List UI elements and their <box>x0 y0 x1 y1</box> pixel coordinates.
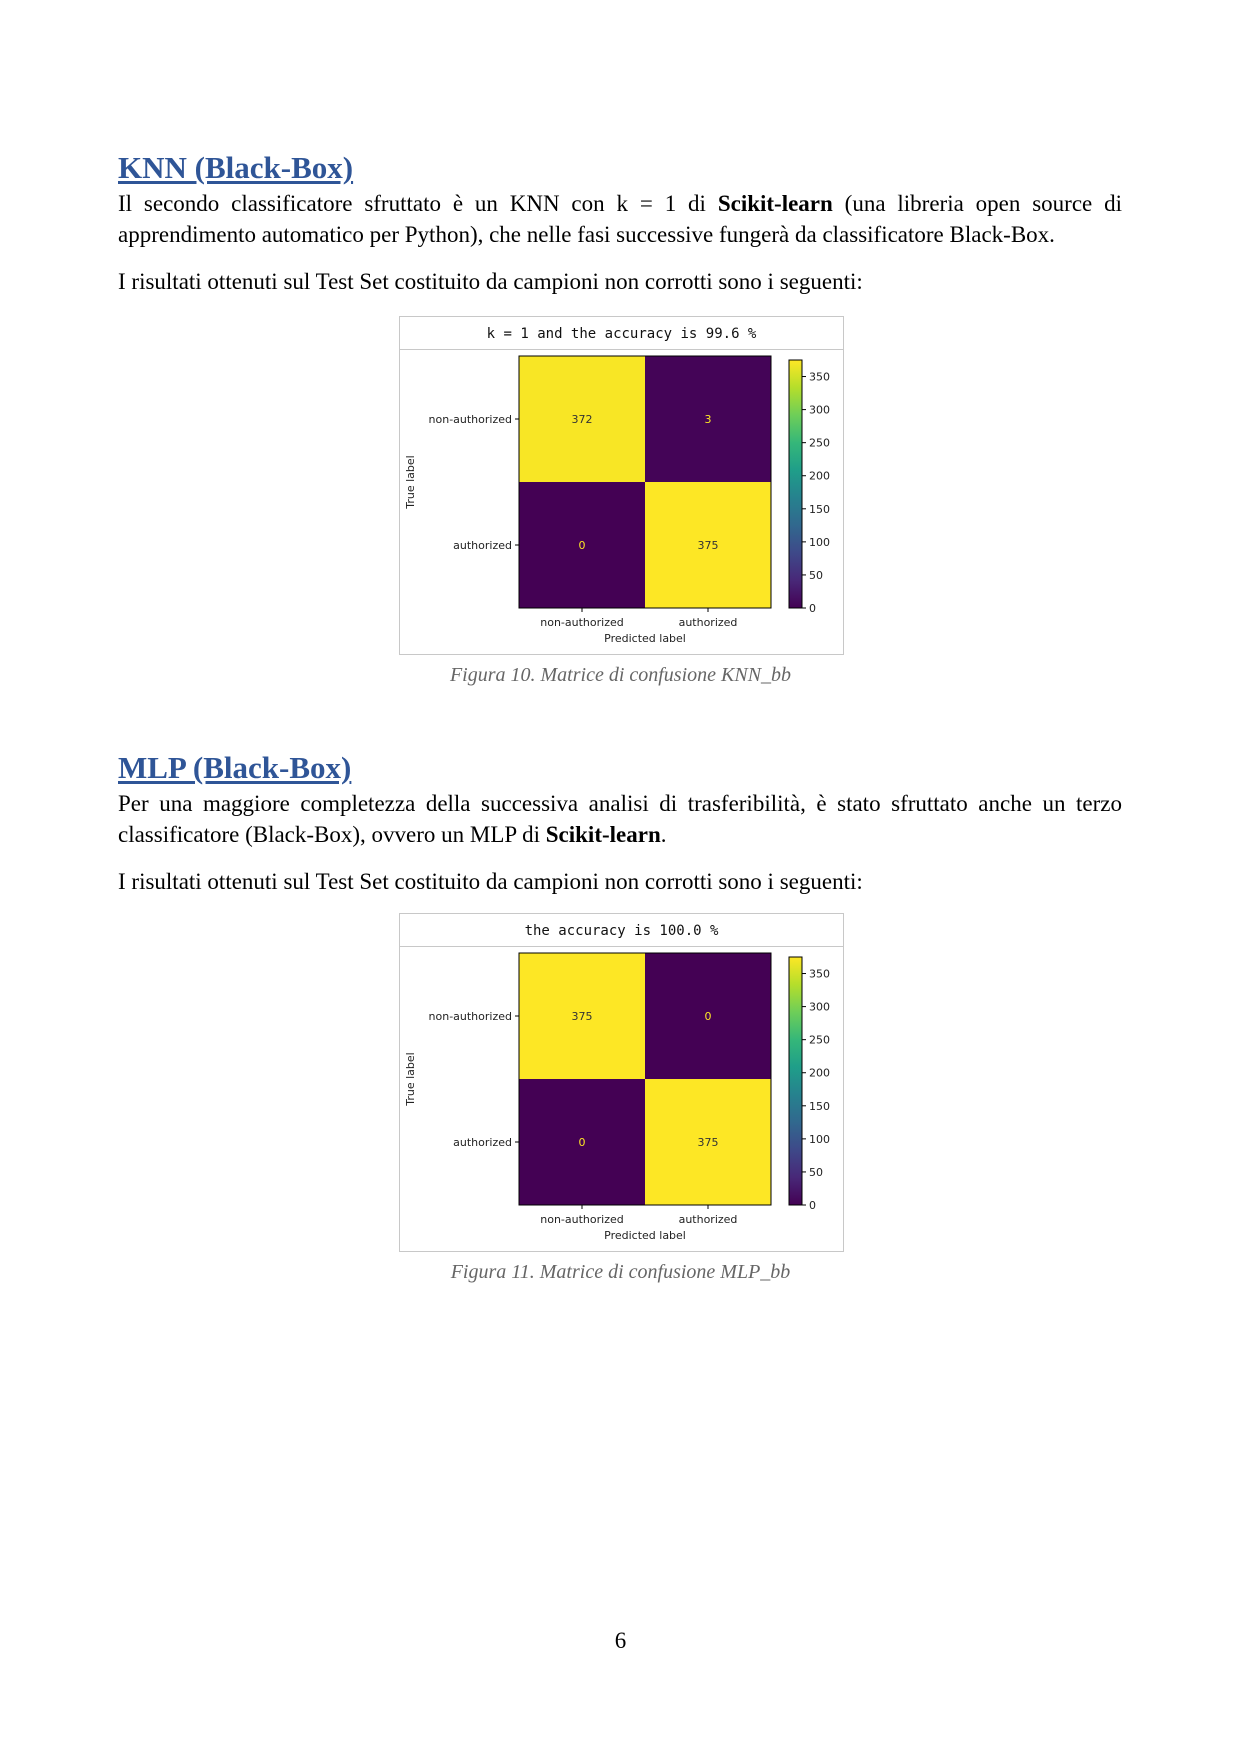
matrix-cell <box>645 953 771 1079</box>
matrix-cell-value: 3 <box>705 413 712 426</box>
mlp-confusion-matrix-chart: 375 0 0 375 non-authorized authorized non-auth… <box>404 952 830 1242</box>
x-tick-label: non-authorized <box>540 616 623 629</box>
knn-desc-bold: Scikit-learn <box>717 191 833 216</box>
mlp-confusion-figure: the accuracy is 100.0 % 375 0 0 375 non-auth… <box>399 913 844 1252</box>
mlp-figure-header: the accuracy is 100.0 % <box>400 914 843 947</box>
y-tick-label: non-authorized <box>429 413 512 426</box>
matrix-cell <box>519 953 645 1079</box>
mlp-desc-text-end: . <box>660 822 667 847</box>
matrix-cell <box>645 356 771 482</box>
colorbar-tick-label: 0 <box>809 1199 816 1212</box>
colorbar-tick-label: 200 <box>809 470 830 483</box>
colorbar <box>788 359 803 609</box>
knn-desc-text-end: (una libreria open source di apprendimen… <box>118 191 1123 247</box>
colorbar-tick-label: 50 <box>809 1166 823 1179</box>
section-title-knn: KNN (Black-Box) <box>118 150 354 185</box>
mlp-desc-bold: Scikit-learn <box>545 822 661 847</box>
colorbar-tick-label: 250 <box>809 437 830 450</box>
x-axis-label: Predicted label <box>604 632 686 645</box>
knn-figure-caption: Figura 10. Matrice di confusione KNN_bb <box>449 664 792 686</box>
knn-confusion-figure: k = 1 and the accuracy is 99.6 % 372 3 0 37… <box>399 316 844 655</box>
matrix-cell <box>519 1079 645 1205</box>
knn-results-intro: I risultati ottenuti sul Test Set costit… <box>118 269 863 294</box>
matrix-cell-value: 375 <box>698 539 719 552</box>
matrix-cell-value: 0 <box>579 539 586 552</box>
colorbar <box>788 956 803 1206</box>
knn-confusion-matrix-chart: 372 3 0 375 non-authorized authorized non-auth… <box>404 355 830 645</box>
y-tick-label: non-authorized <box>429 1010 512 1023</box>
matrix-cell <box>645 482 771 608</box>
x-tick-label: non-authorized <box>540 1213 623 1226</box>
matrix-cell <box>519 356 645 482</box>
mlp-desc-text: Per una maggiore completezza della succe… <box>118 791 1122 847</box>
page-number: 6 <box>614 1628 627 1653</box>
colorbar-tick-label: 300 <box>809 404 830 417</box>
y-axis-label: True label <box>404 1052 417 1106</box>
x-axis-label: Predicted label <box>604 1229 686 1242</box>
x-tick-label: authorized <box>679 616 738 629</box>
colorbar-tick-label: 50 <box>809 569 823 582</box>
y-axis-label: True label <box>404 455 417 509</box>
matrix-cell-value: 0 <box>579 1136 586 1149</box>
matrix-frame <box>518 355 772 609</box>
matrix-cell-value: 372 <box>572 413 593 426</box>
knn-description: Il secondo classificatore sfruttato è un… <box>118 188 1122 250</box>
matrix-cell <box>519 482 645 608</box>
matrix-frame <box>518 952 772 1206</box>
y-tick-label: authorized <box>453 539 512 552</box>
colorbar-tick-label: 250 <box>809 1034 830 1047</box>
colorbar-tick-label: 300 <box>809 1001 830 1014</box>
mlp-figure-caption: Figura 11. Matrice di confusione MLP_bb <box>450 1261 791 1283</box>
colorbar-tick-label: 150 <box>809 1100 830 1113</box>
colorbar-tick-label: 0 <box>809 602 816 615</box>
colorbar-tick-label: 350 <box>809 968 830 981</box>
x-tick-label: authorized <box>679 1213 738 1226</box>
matrix-cell-value: 375 <box>572 1010 593 1023</box>
mlp-description: Per una maggiore completezza della succe… <box>118 788 1122 850</box>
colorbar-tick-label: 100 <box>809 1133 830 1146</box>
section-title-mlp: MLP (Black-Box) <box>118 750 352 785</box>
matrix-cell-value: 0 <box>705 1010 712 1023</box>
colorbar-tick-label: 100 <box>809 536 830 549</box>
matrix-cell <box>645 1079 771 1205</box>
knn-desc-text: Il secondo classificatore sfruttato è un… <box>118 191 718 216</box>
y-tick-label: authorized <box>453 1136 512 1149</box>
matrix-cell-value: 375 <box>698 1136 719 1149</box>
colorbar-tick-label: 350 <box>809 371 830 384</box>
colorbar-tick-label: 150 <box>809 503 830 516</box>
knn-figure-header: k = 1 and the accuracy is 99.6 % <box>400 317 843 350</box>
mlp-results-intro: I risultati ottenuti sul Test Set costit… <box>118 869 863 894</box>
colorbar-tick-label: 200 <box>809 1067 830 1080</box>
